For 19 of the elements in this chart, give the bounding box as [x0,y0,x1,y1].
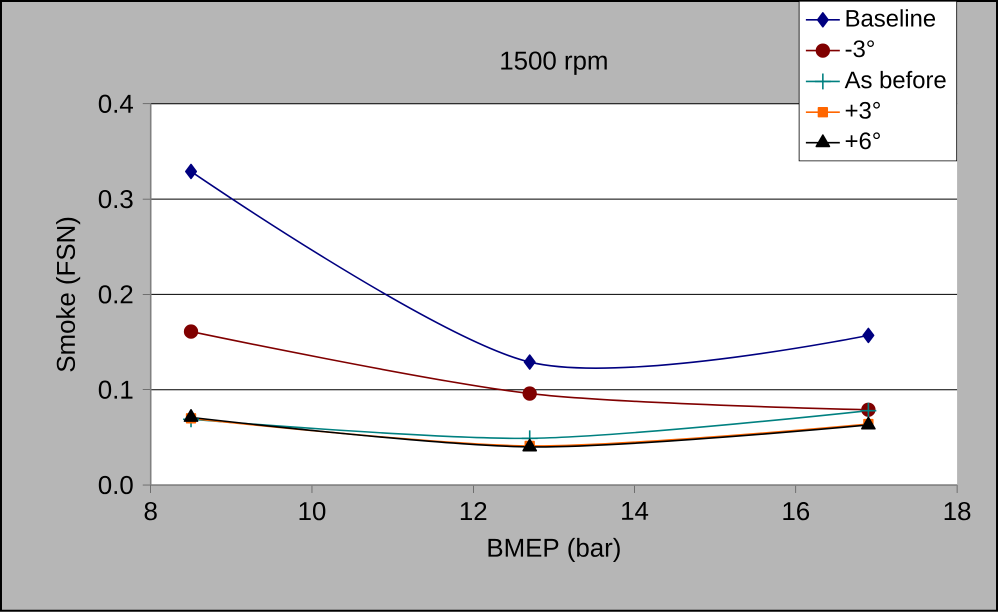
legend-label: -3° [846,40,874,58]
y-tick-label: 0.0 [98,476,133,494]
x-tick-label: 10 [300,502,326,520]
legend-label: Baseline [846,9,936,27]
x-axis-title: BMEP (bar) [488,538,620,562]
legend-label: +3° [846,102,880,119]
x-tick-label: 8 [144,502,157,520]
y-tick-label: 0.4 [98,94,133,114]
y-tick-label: 0.2 [98,285,132,304]
x-tick-label: 18 [944,502,970,520]
legend-label: As before [844,70,946,88]
x-tick-label: 16 [783,502,810,520]
legend-label: +6° [846,132,880,150]
chart-title: 1500 rpm [501,52,607,75]
x-tick-label: 12 [460,502,486,520]
y-axis-title: Smoke (FSN) [56,218,80,372]
y-tick-label: 0.1 [98,380,132,399]
x-tick-label: 14 [622,502,648,520]
y-tick-label: 0.3 [98,190,133,208]
